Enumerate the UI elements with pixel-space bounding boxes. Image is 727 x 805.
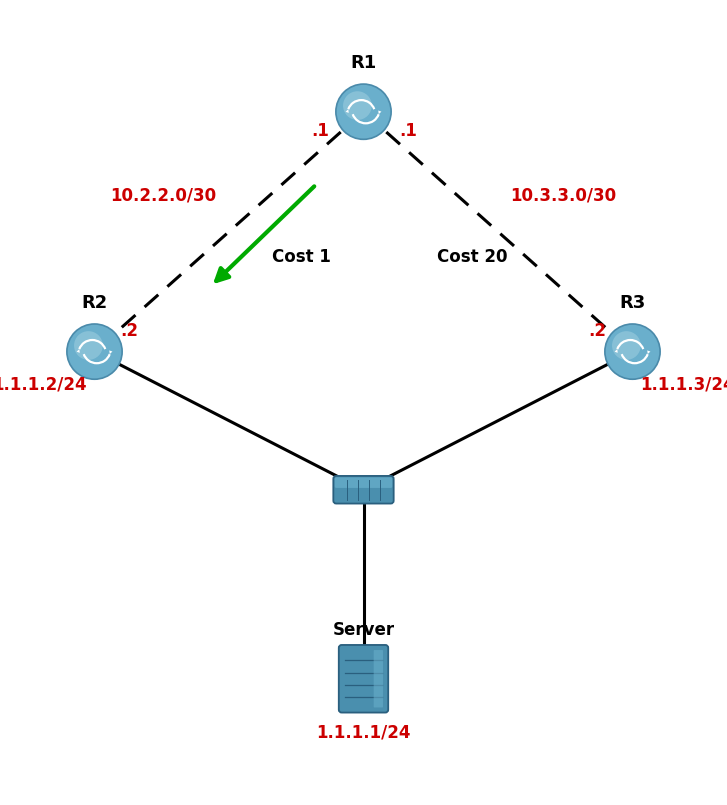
Text: .1: .1	[400, 122, 417, 140]
Text: .1: .1	[311, 122, 329, 140]
FancyBboxPatch shape	[339, 645, 388, 712]
Circle shape	[336, 84, 391, 139]
Text: R3: R3	[619, 295, 646, 312]
Text: 1.1.1.3/24: 1.1.1.3/24	[640, 375, 727, 394]
Text: Cost 20: Cost 20	[438, 248, 507, 266]
Circle shape	[67, 324, 122, 379]
Text: Server: Server	[332, 621, 395, 639]
Text: 10.3.3.0/30: 10.3.3.0/30	[510, 186, 616, 204]
Circle shape	[74, 331, 103, 360]
Text: 10.2.2.0/30: 10.2.2.0/30	[111, 186, 217, 204]
Text: .2: .2	[121, 322, 138, 341]
Circle shape	[343, 91, 371, 120]
Text: .2: .2	[589, 322, 606, 341]
Circle shape	[605, 324, 660, 379]
FancyBboxPatch shape	[334, 477, 393, 488]
Circle shape	[612, 331, 640, 360]
FancyBboxPatch shape	[374, 650, 383, 708]
Text: R2: R2	[81, 295, 108, 312]
Text: 1.1.1.2/24: 1.1.1.2/24	[0, 375, 87, 394]
Text: 1.1.1.1/24: 1.1.1.1/24	[316, 724, 411, 741]
Text: R1: R1	[350, 55, 377, 72]
Text: Cost 1: Cost 1	[273, 248, 331, 266]
FancyBboxPatch shape	[333, 476, 394, 504]
